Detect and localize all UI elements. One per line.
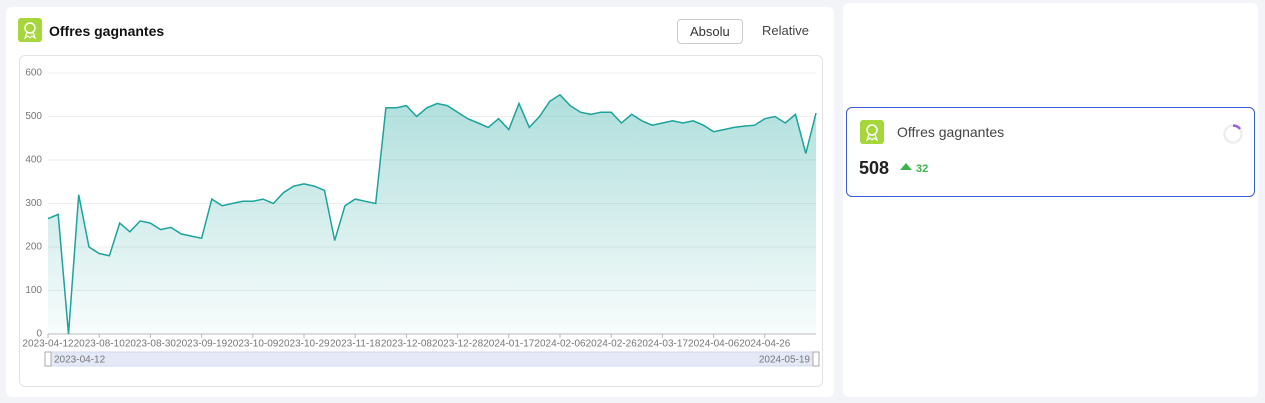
up-arrow	[900, 163, 912, 170]
x-tick-label: 2023-11-18	[330, 339, 381, 350]
kpi-icon	[860, 120, 884, 144]
x-tick-label: 2024-02-26	[586, 339, 638, 350]
award-icon	[23, 22, 37, 40]
award-icon	[865, 124, 879, 142]
absolute-button[interactable]: Absolu	[677, 19, 743, 44]
area	[48, 94, 816, 334]
kpi-title: Offres gagnantes	[897, 124, 1005, 140]
chart-panel: Offres gagnantes Absolu Relative 2023-04…	[6, 7, 834, 397]
panel-title: Offres gagnantes	[49, 23, 165, 39]
kpi-delta: 32	[916, 163, 929, 175]
x-tick-label: 2023-08-30	[125, 339, 177, 350]
chart: 2023-04-12 2024-05-19 0 100 200 300 400 500 60…	[22, 68, 820, 367]
range-end: 2024-05-19	[759, 355, 811, 366]
x-tick-label: 2024-03-17	[637, 339, 689, 350]
loading-spinner	[1223, 124, 1243, 144]
y-tick-label: 100	[25, 285, 42, 296]
range-slider[interactable]	[47, 351, 817, 367]
x-tick-label: 2023-12-28	[432, 339, 484, 350]
kpi-value: 508	[859, 158, 890, 178]
y-tick-label: 600	[25, 68, 42, 79]
relative-button[interactable]: Relative	[762, 23, 809, 38]
kpi-card[interactable]: Offres gagnantes 508 32	[846, 107, 1255, 197]
x-tick-label: 2024-02-06	[534, 339, 586, 350]
line	[47, 93, 817, 335]
x-tick-label: 2023-10-29	[278, 339, 330, 350]
y-tick-label: 0	[36, 329, 42, 340]
range-start: 2023-04-12	[54, 355, 106, 366]
x-tick-label: 2024-04-26	[739, 339, 791, 350]
y-tick-label: 200	[25, 242, 42, 253]
x-tick-label: 2023-12-08	[381, 339, 433, 350]
chart-frame: 2023-04-12 2024-05-19 0 100 200 300 400 500 60…	[19, 55, 823, 387]
panel-icon	[18, 18, 42, 42]
range-handle[interactable]	[44, 351, 52, 367]
x-tick-label: 2023-08-10	[74, 339, 126, 350]
x-tick-label: 2024-04-06	[688, 339, 740, 350]
x-tick-label: 2023-10-09	[227, 339, 279, 350]
side-panel	[843, 3, 1258, 397]
y-tick-label: 300	[25, 198, 42, 209]
y-tick-label: 500	[25, 111, 42, 122]
x-tick-label: 2023-09-19	[176, 339, 228, 350]
range-handle[interactable]	[812, 351, 820, 367]
y-tick-label: 400	[25, 155, 42, 166]
x-tick-label: 2024-01-17	[483, 339, 535, 350]
x-tick-label: 2023-04-12	[22, 339, 74, 350]
